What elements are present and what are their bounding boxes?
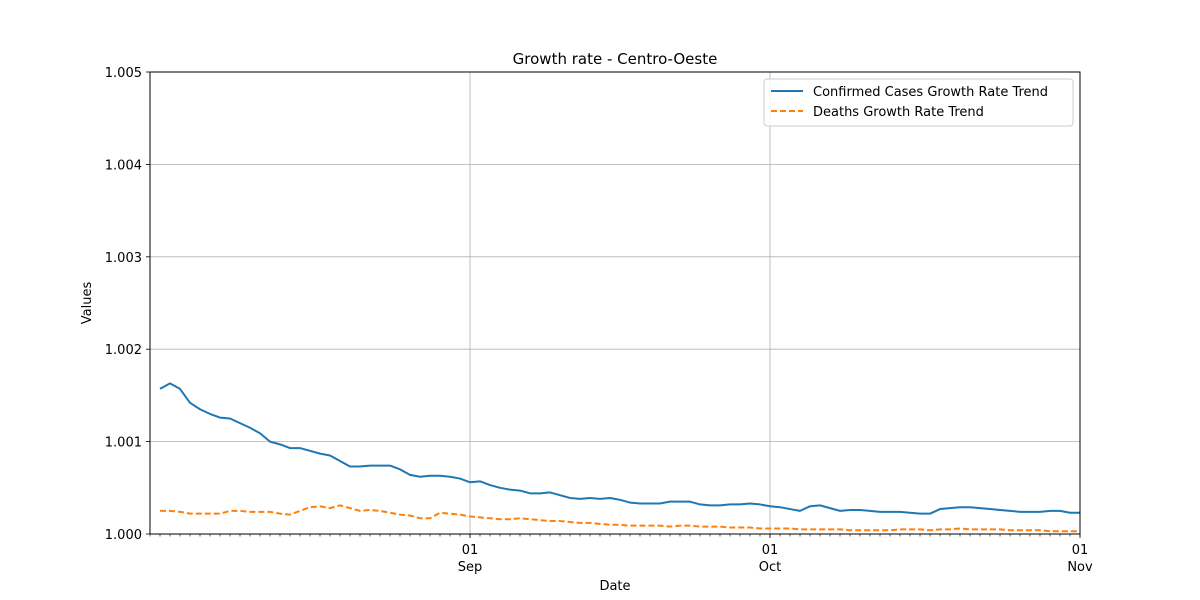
x-tick-label-month: Oct [759, 560, 781, 575]
x-tick-label-month: Sep [458, 560, 483, 575]
y-axis-label: Values [80, 282, 95, 325]
x-tick-label-month: Nov [1067, 560, 1093, 575]
chart-title: Growth rate - Centro-Oeste [513, 50, 718, 68]
legend-box [763, 78, 1074, 127]
y-tick-label: 1.000 [105, 528, 142, 543]
x-tick-label-day: 01 [1072, 543, 1089, 558]
y-axis-ticks: 1.000 1.001 1.002 1.003 1.004 1.005 [105, 66, 150, 543]
y-tick-label: 1.002 [105, 343, 142, 358]
x-axis-label: Date [599, 579, 630, 594]
x-tick-label-day: 01 [762, 543, 779, 558]
x-tick-label-day: 01 [462, 543, 479, 558]
y-tick-label: 1.003 [105, 251, 142, 266]
confirmed-cases-line [159, 382, 1080, 515]
series-lines [159, 382, 1080, 533]
y-tick-label: 1.004 [105, 158, 142, 173]
legend: Confirmed Cases Growth Rate Trend Deaths… [763, 78, 1074, 127]
legend-label-deaths: Deaths Growth Rate Trend [813, 105, 984, 120]
y-tick-label: 1.001 [105, 436, 142, 451]
y-tick-label: 1.005 [105, 66, 142, 81]
x-axis-ticks: 01 Sep 01 Oct 01 Nov [149, 534, 1093, 575]
plot-area [150, 72, 1080, 534]
plot-frame [149, 71, 1081, 535]
deaths-line [160, 504, 1080, 533]
legend-label-confirmed-cases: Confirmed Cases Growth Rate Trend [813, 85, 1048, 100]
